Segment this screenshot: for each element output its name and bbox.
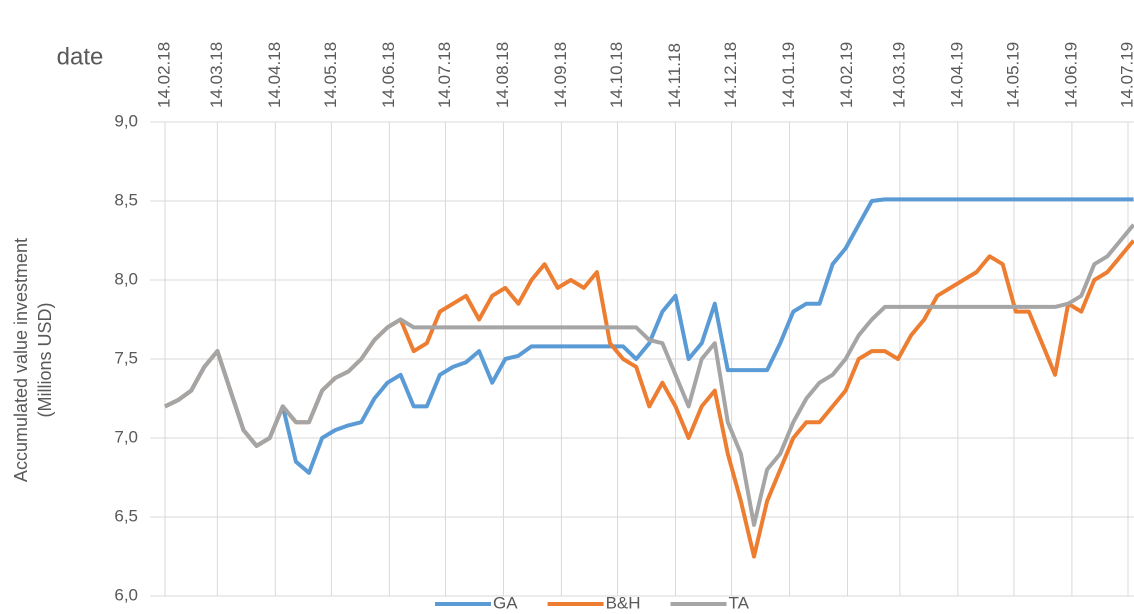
series-line (164, 223, 1134, 527)
x-tick-label: 14.07.18 (435, 42, 454, 108)
x-tick-label: 14.04.18 (265, 42, 284, 108)
x-tick-label: 14.04.19 (947, 42, 966, 108)
y-axis-label: (Millions USD) (35, 302, 55, 417)
x-tick-label: 14.03.19 (889, 42, 908, 108)
y-tick-label: 7,0 (114, 427, 138, 446)
y-tick-label: 9,0 (114, 111, 138, 130)
x-tick-label: 14.10.18 (607, 42, 626, 108)
x-tick-label: 14.12.18 (721, 42, 740, 108)
x-tick-label: 14.07.19 (1117, 42, 1134, 108)
y-axis-label: Accumulated value investment (11, 238, 31, 482)
x-tick-label: 14.08.18 (493, 42, 512, 108)
y-tick-label: 8,5 (114, 190, 138, 209)
legend-label: TA (729, 593, 750, 612)
y-tick-label: 6,0 (114, 585, 138, 604)
legend-label: GA (493, 593, 518, 612)
x-tick-label: 14.03.18 (207, 42, 226, 108)
y-tick-label: 7,5 (114, 348, 138, 367)
x-tick-label: 14.02.18 (154, 42, 173, 108)
x-tick-label: 14.05.18 (321, 42, 340, 108)
x-axis-label: date (57, 43, 104, 70)
series-line (164, 197, 1134, 475)
x-tick-label: 14.11.18 (665, 43, 684, 108)
y-tick-label: 8,0 (114, 269, 138, 288)
x-tick-label: 14.01.19 (779, 42, 798, 108)
x-tick-label: 14.09.18 (551, 42, 570, 108)
legend-label: B&H (606, 593, 641, 612)
series-line (164, 239, 1134, 559)
y-tick-label: 6,5 (114, 506, 138, 525)
x-tick-label: 14.06.19 (1061, 42, 1080, 108)
x-tick-label: 14.02.19 (837, 42, 856, 108)
x-tick-label: 14.06.18 (379, 42, 398, 108)
x-tick-label: 14.05.19 (1003, 42, 1022, 108)
